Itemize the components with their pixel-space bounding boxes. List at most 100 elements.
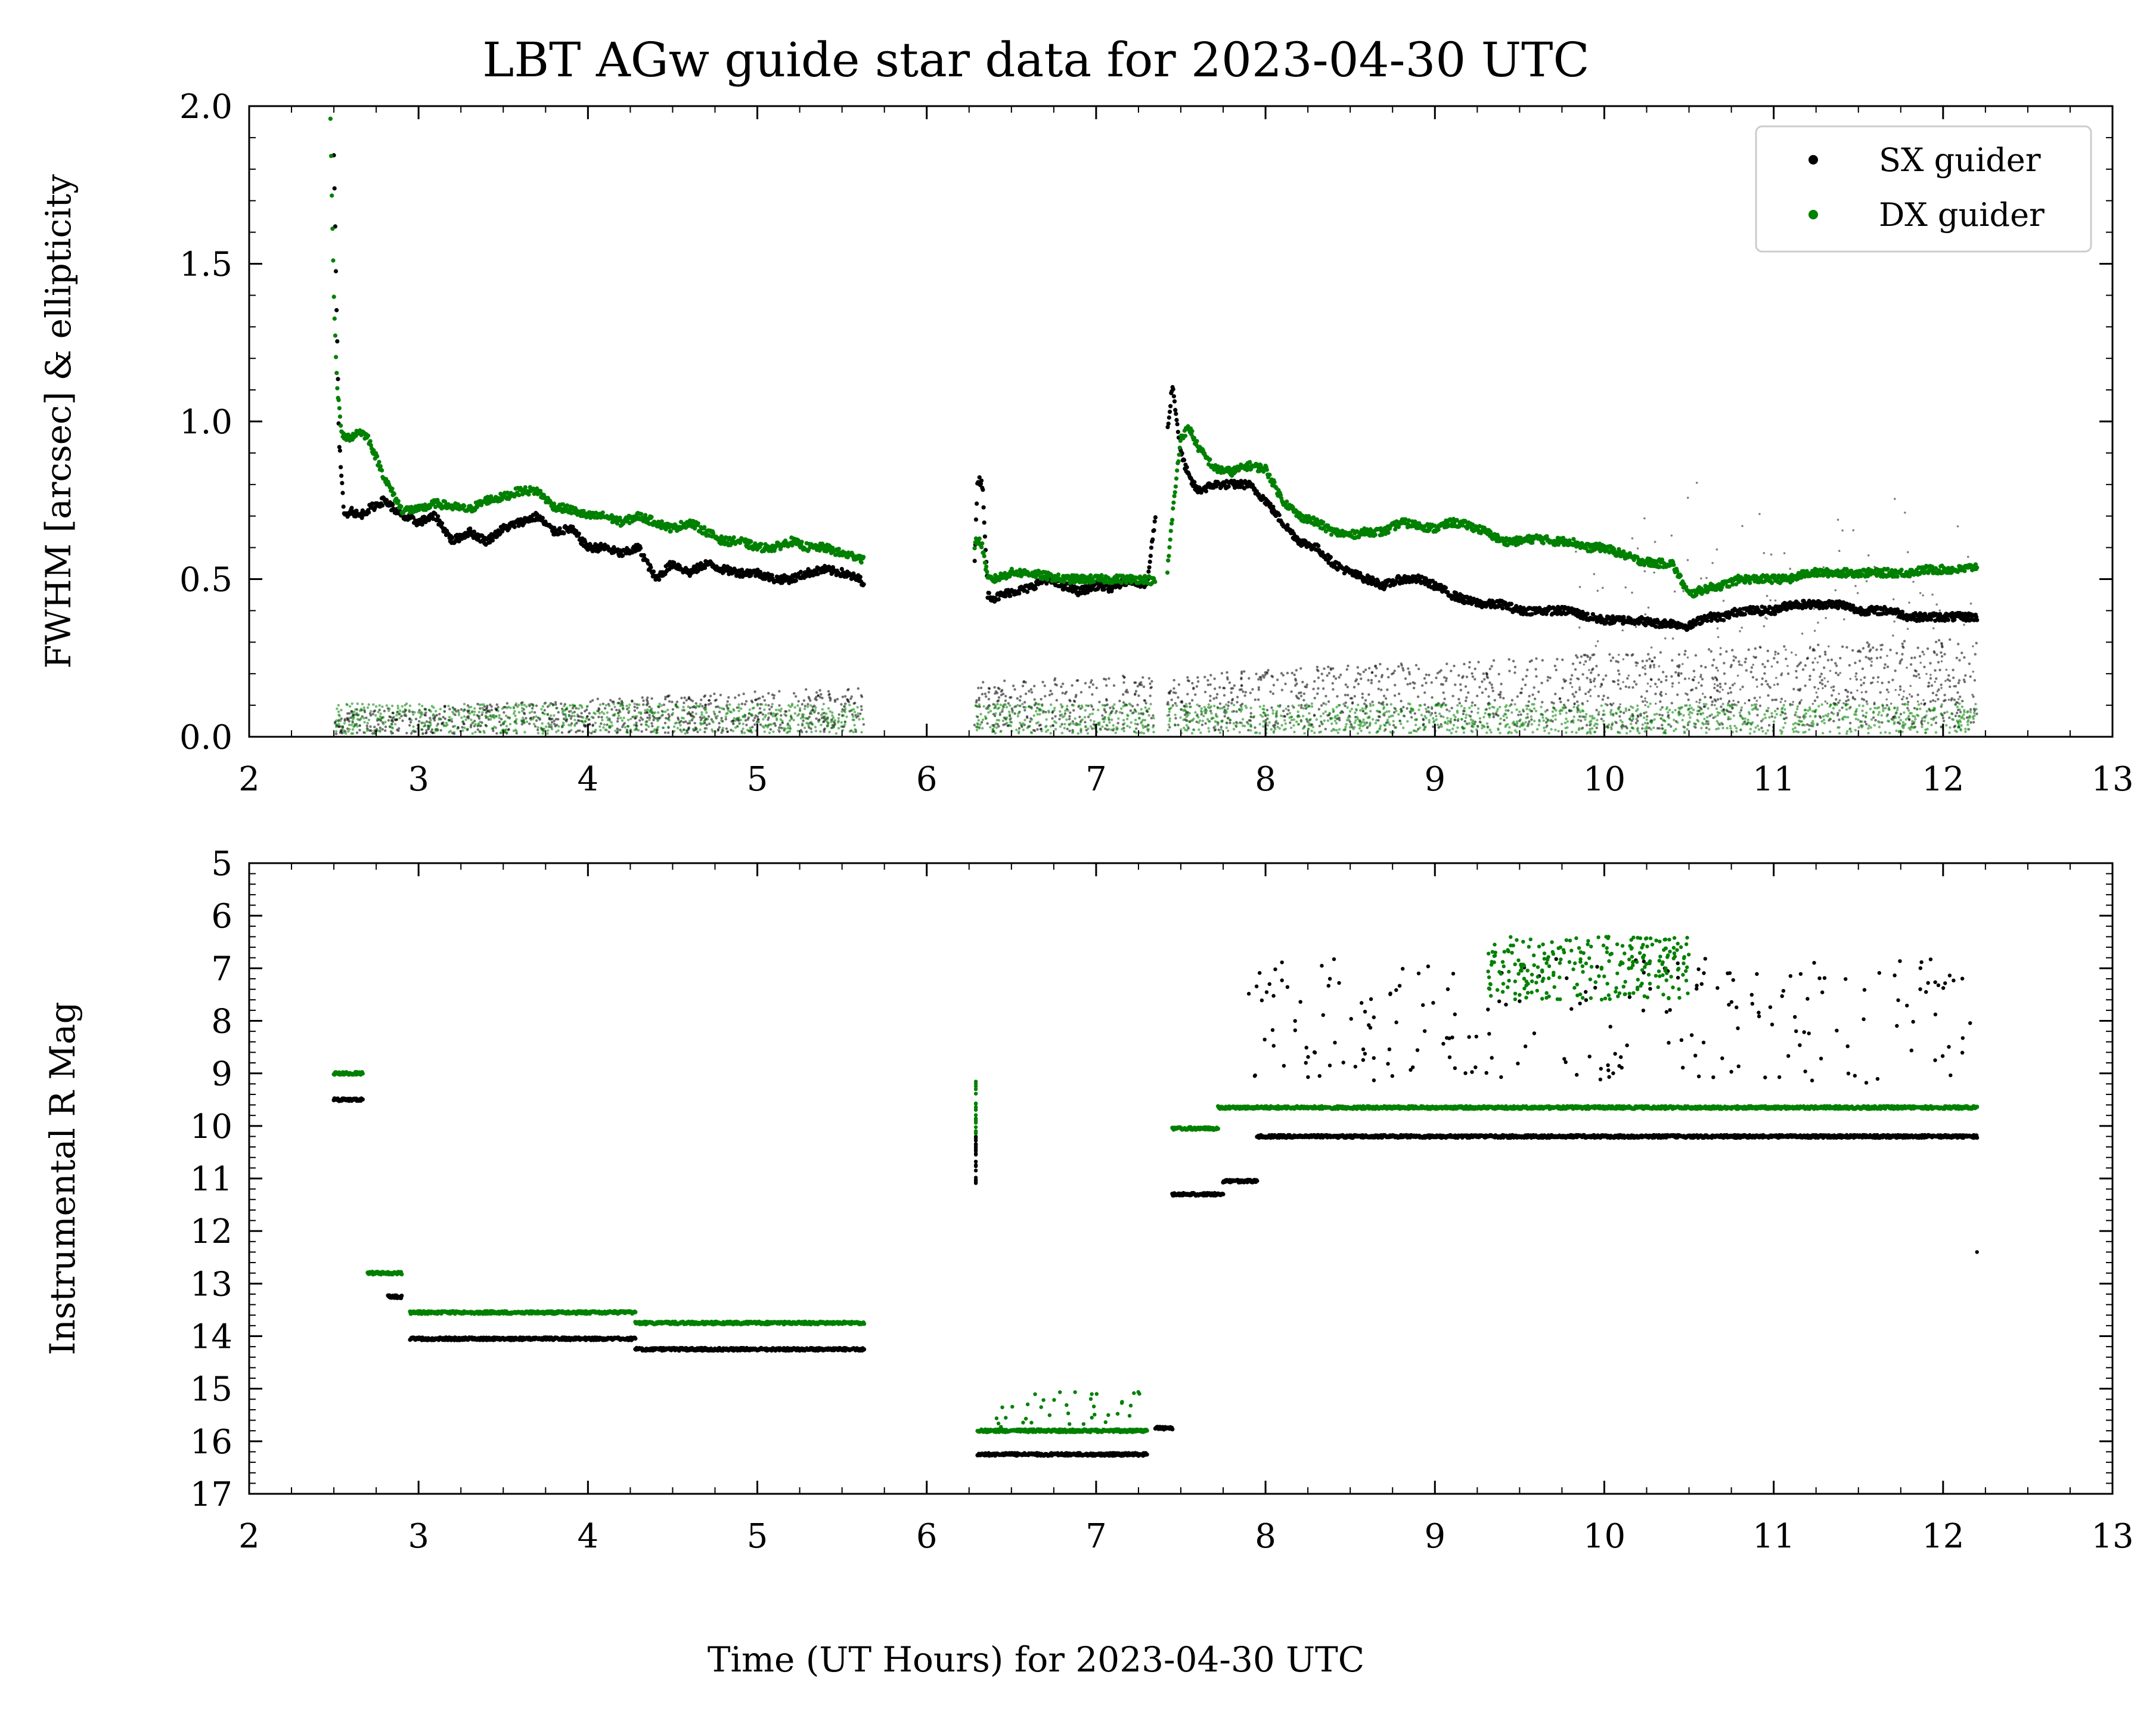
ellipticity-point <box>1001 704 1005 708</box>
ellipticity-point <box>1417 708 1420 712</box>
ellipticity-point <box>975 725 978 728</box>
ellipticity-point <box>1200 707 1203 710</box>
ellipticity-point <box>1177 683 1181 686</box>
ellipticity-point <box>1462 712 1465 715</box>
ellipticity-point <box>1694 654 1698 657</box>
ellipticity-point <box>1719 697 1723 700</box>
ellipticity-outlier <box>1636 547 1639 550</box>
ellipticity-point <box>1528 720 1531 723</box>
ellipticity-point <box>1773 709 1777 713</box>
ellipticity-point <box>978 696 981 700</box>
ellipticity-point <box>1595 665 1598 668</box>
ellipticity-outlier <box>1682 663 1684 665</box>
ellipticity-point <box>1322 702 1325 705</box>
ellipticity-point <box>1913 706 1916 710</box>
ellipticity-point <box>1457 697 1460 701</box>
ellipticity-point <box>1168 692 1171 695</box>
ellipticity-point <box>1879 691 1882 694</box>
ellipticity-point <box>556 724 559 727</box>
ellipticity-point <box>728 703 731 706</box>
ellipticity-point <box>428 709 431 712</box>
ellipticity-point <box>1507 658 1510 661</box>
ellipticity-point <box>1137 712 1140 715</box>
ellipticity-point <box>801 730 804 734</box>
ellipticity-point <box>1091 683 1095 686</box>
ellipticity-outlier <box>1664 637 1667 640</box>
ellipticity-point <box>1422 718 1425 721</box>
ellipticity-point <box>632 724 636 727</box>
ellipticity-point <box>1295 720 1298 724</box>
ellipticity-point <box>381 705 384 708</box>
ellipticity-point <box>1630 722 1633 725</box>
ellipticity-point <box>421 721 424 724</box>
ellipticity-point <box>1872 646 1875 649</box>
ellipticity-point <box>1770 712 1773 715</box>
ellipticity-point <box>1845 646 1848 649</box>
ellipticity-point <box>789 714 793 717</box>
ellipticity-point <box>1069 699 1072 703</box>
ellipticity-point <box>1367 715 1371 718</box>
ellipticity-point <box>821 712 824 715</box>
fwhm-point <box>540 516 545 520</box>
ellipticity-point <box>1837 674 1840 677</box>
ellipticity-outlier <box>1879 644 1882 647</box>
ellipticity-outlier <box>1822 566 1825 569</box>
ellipticity-point <box>982 705 985 708</box>
ellipticity-point <box>1391 714 1394 718</box>
ellipticity-point <box>727 706 730 710</box>
ellipticity-point <box>1660 694 1663 697</box>
ellipticity-point <box>1820 672 1823 675</box>
ellipticity-point <box>677 718 680 721</box>
ellipticity-point <box>776 712 779 715</box>
ellipticity-point <box>1760 683 1763 686</box>
ellipticity-point <box>1446 717 1449 719</box>
ellipticity-point <box>809 727 812 730</box>
ellipticity-point <box>1607 723 1611 727</box>
ellipticity-outlier <box>1890 702 1893 705</box>
ellipticity-point <box>1534 668 1537 671</box>
ellipticity-point <box>1584 715 1587 718</box>
ellipticity-point <box>1534 709 1538 713</box>
ellipticity-point <box>1278 705 1281 708</box>
ellipticity-outlier <box>1627 674 1630 677</box>
ellipticity-point <box>770 705 773 709</box>
ellipticity-point <box>1695 687 1698 690</box>
ellipticity-point <box>1359 724 1362 728</box>
ellipticity-point <box>1937 697 1940 701</box>
ellipticity-point <box>1459 683 1462 686</box>
ellipticity-point <box>757 712 761 715</box>
ellipticity-point <box>1232 722 1236 725</box>
ellipticity-point <box>1290 718 1293 722</box>
ellipticity-point <box>1530 718 1533 721</box>
ellipticity-point <box>444 724 448 728</box>
ellipticity-point <box>1776 660 1779 664</box>
ellipticity-point <box>1696 718 1699 722</box>
ellipticity-point <box>1609 725 1613 729</box>
ellipticity-point <box>1628 730 1632 733</box>
ellipticity-outlier <box>1908 601 1910 604</box>
ellipticity-point <box>1054 728 1057 731</box>
ellipticity-outlier <box>1717 635 1720 638</box>
ellipticity-point <box>543 709 546 712</box>
ellipticity-point <box>1456 704 1459 707</box>
ellipticity-point <box>1614 720 1617 724</box>
ellipticity-outlier <box>1756 686 1758 688</box>
ellipticity-point <box>603 723 606 726</box>
ellipticity-point <box>1597 674 1600 677</box>
ellipticity-point <box>383 709 386 713</box>
ellipticity-point <box>561 708 564 711</box>
ellipticity-point <box>1167 703 1170 706</box>
fwhm-point <box>390 503 395 507</box>
ellipticity-point <box>796 704 799 707</box>
ellipticity-point <box>1194 693 1197 696</box>
ellipticity-point <box>408 709 411 712</box>
ellipticity-point <box>1484 687 1487 691</box>
ellipticity-point <box>1796 705 1799 708</box>
ellipticity-point <box>1602 694 1605 697</box>
ellipticity-point <box>1146 728 1149 731</box>
ellipticity-point <box>1051 724 1055 727</box>
ellipticity-point <box>1089 681 1093 684</box>
ellipticity-point <box>1755 703 1758 706</box>
ellipticity-outlier <box>1619 703 1621 706</box>
ellipticity-point <box>1912 726 1915 729</box>
